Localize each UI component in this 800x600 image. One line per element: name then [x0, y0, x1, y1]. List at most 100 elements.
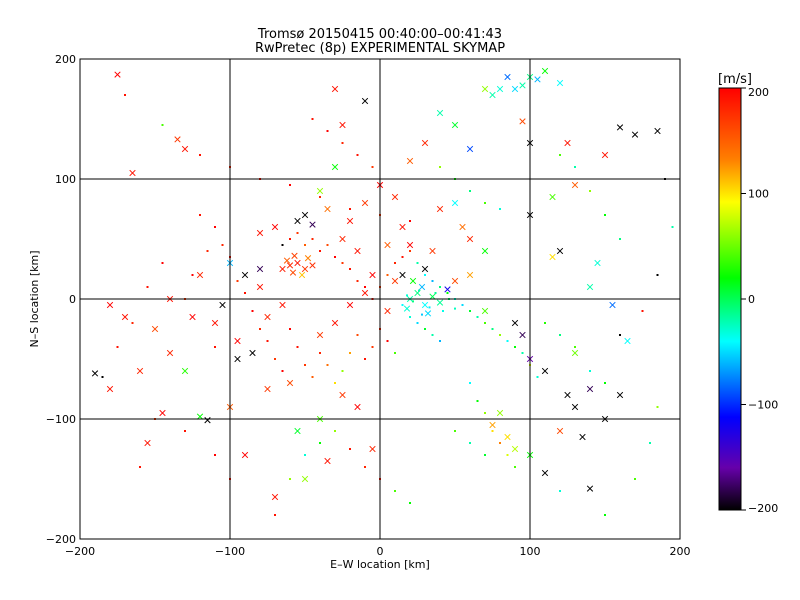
data-point-cross [384, 241, 391, 249]
data-point-dot [139, 466, 141, 468]
data-point-dot [281, 370, 284, 372]
data-point-cross [339, 121, 346, 129]
data-point-cross [564, 139, 571, 147]
data-point-cross [451, 121, 459, 129]
data-point-dot [649, 442, 651, 444]
data-point-cross [286, 262, 294, 269]
data-point-cross [256, 265, 264, 273]
data-point-dot [161, 124, 164, 126]
data-point-cross [294, 217, 301, 225]
scatter-points [91, 67, 674, 516]
data-point-dot [349, 268, 351, 270]
data-point-cross [511, 319, 519, 327]
data-point-dot [484, 322, 486, 324]
data-point-dot [406, 294, 408, 297]
data-point-cross [384, 307, 391, 315]
data-point-dot [334, 430, 336, 432]
data-point-dot [341, 262, 344, 264]
data-point-cross [271, 493, 279, 501]
data-point-cross [406, 241, 414, 249]
data-point-dot [634, 478, 636, 480]
data-point-cross [391, 193, 399, 201]
data-point-dot [394, 352, 396, 354]
data-point-cross [369, 271, 376, 279]
y-tick-label: −100 [46, 413, 76, 426]
data-point-cross [316, 187, 324, 195]
data-point-cross [241, 271, 249, 279]
data-point-cross [421, 265, 429, 273]
data-point-dot [289, 238, 291, 240]
data-point-dot [484, 202, 486, 204]
data-point-dot [349, 208, 351, 210]
data-point-dot [259, 328, 261, 330]
data-point-dot [431, 280, 434, 282]
x-tick-label: 100 [520, 545, 541, 558]
data-point-dot [161, 262, 164, 264]
data-point-dot [439, 166, 441, 168]
data-point-cross [264, 385, 271, 393]
data-point-cross [279, 301, 286, 309]
data-point-cross [331, 319, 339, 327]
data-point-dot [356, 280, 359, 282]
data-point-cross [181, 367, 189, 375]
chart-subtitle: RwPretec (8p) EXPERIMENTAL SKYMAP [255, 41, 505, 56]
data-point-cross [519, 331, 526, 339]
data-point-cross [301, 475, 309, 483]
data-point-cross [429, 247, 436, 255]
y-axis-ticks: −200 −100 0 100 200 [46, 53, 680, 546]
data-point-dot [506, 340, 509, 342]
data-point-dot [184, 430, 186, 432]
data-point-cross [541, 469, 549, 477]
data-point-cross [519, 118, 526, 125]
data-point-dot [424, 274, 426, 276]
data-point-dot [311, 118, 314, 120]
x-tick-label: −100 [215, 545, 245, 558]
data-point-dot [356, 154, 359, 156]
data-point-cross [304, 255, 312, 262]
data-point-dot [499, 442, 501, 444]
data-point-cross [264, 313, 271, 321]
data-point-dot [319, 196, 321, 198]
data-point-cross [444, 286, 451, 293]
data-point-dot [514, 466, 516, 468]
data-point-dot [116, 346, 119, 348]
colorbar-tick-label: −200 [748, 502, 778, 515]
data-point-dot [131, 322, 134, 324]
data-point-dot [394, 490, 396, 492]
data-point-cross [309, 221, 316, 228]
data-point-cross [519, 82, 526, 89]
data-point-cross [346, 301, 354, 309]
data-point-dot [304, 364, 306, 366]
data-point-cross [549, 193, 556, 201]
data-point-cross [291, 252, 298, 259]
data-point-cross [556, 79, 564, 87]
data-point-cross [354, 247, 361, 255]
data-point-dot [461, 304, 464, 306]
data-point-cross [279, 265, 286, 273]
data-point-dot [214, 346, 216, 348]
data-point-cross [571, 349, 579, 357]
data-point-dot [311, 376, 314, 378]
data-point-dot [656, 406, 659, 408]
data-point-cross [354, 403, 361, 411]
data-point-cross [399, 223, 406, 231]
data-point-dot [341, 142, 344, 144]
data-point-dot [124, 94, 126, 96]
data-point-cross [511, 445, 519, 453]
data-point-dot [409, 250, 411, 252]
data-point-cross [114, 71, 121, 78]
data-point-dot [671, 226, 674, 228]
data-point-dot [641, 310, 644, 312]
data-point-dot [289, 184, 291, 186]
x-tick-label: 200 [670, 545, 691, 558]
data-point-dot [364, 358, 366, 360]
x-tick-label: 0 [377, 545, 384, 558]
data-point-cross [91, 370, 99, 377]
data-point-cross [466, 271, 474, 279]
data-point-cross [609, 301, 616, 309]
data-point-cross [424, 310, 432, 317]
data-point-cross [403, 305, 411, 312]
data-point-cross [136, 367, 144, 375]
data-point-cross [586, 283, 594, 291]
